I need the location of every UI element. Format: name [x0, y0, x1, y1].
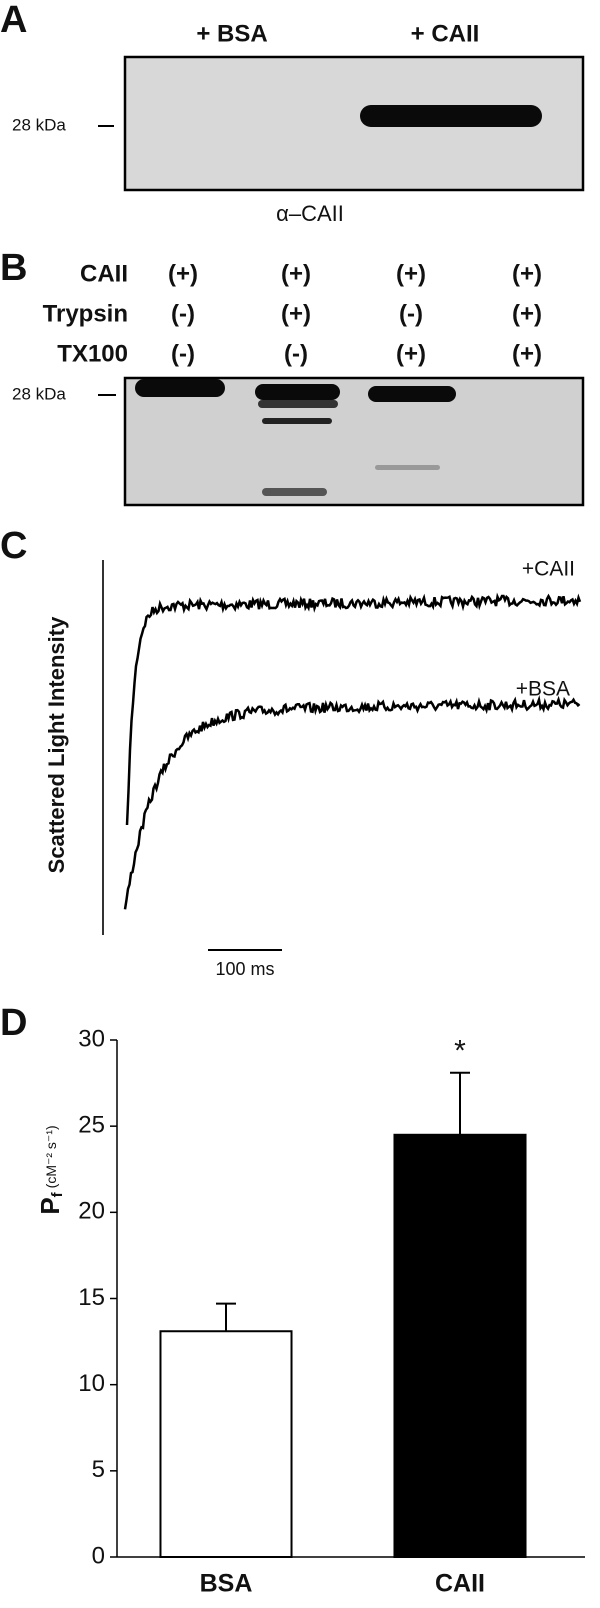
- trace-label: +BSA: [516, 678, 570, 701]
- condition-table: CAII (+) (+) (+) (+) Trypsin (-) (+) (-) (+) TX100…: [43, 260, 542, 367]
- y-label-sub: f: [49, 1191, 66, 1197]
- band: [255, 384, 340, 400]
- cell: (-): [399, 300, 423, 327]
- band: [262, 418, 332, 424]
- lane-label: + BSA: [196, 20, 267, 47]
- x-tick-label: BSA: [200, 1570, 253, 1598]
- cell: (-): [171, 340, 195, 367]
- band: [262, 488, 327, 496]
- cell: (+): [512, 300, 542, 327]
- y-tick-label: 10: [78, 1370, 105, 1397]
- cell: (+): [168, 260, 198, 287]
- y-tick-label: 15: [78, 1284, 105, 1311]
- panel-label: A: [0, 0, 27, 41]
- lane-label: + CAII: [411, 20, 480, 47]
- panel-label: D: [0, 1002, 27, 1044]
- trace-label: +CAII: [522, 558, 575, 581]
- panel-label: B: [0, 247, 27, 289]
- trace: [125, 592, 582, 826]
- bar-chart: Pf (cM⁻² s⁻¹) 0 5 10 15 20 25 30 BSA CAII *: [35, 1025, 585, 1598]
- y-label-unit: (cM⁻² s⁻¹): [43, 1125, 59, 1188]
- row-label: Trypsin: [43, 300, 128, 327]
- bar: [393, 1133, 527, 1558]
- band: [360, 105, 542, 127]
- y-axis-label: Scattered Light Intensity: [44, 616, 69, 873]
- y-tick-label: 30: [78, 1025, 105, 1052]
- y-label-main: P: [35, 1197, 65, 1214]
- band: [135, 379, 225, 397]
- cell: (+): [281, 300, 311, 327]
- y-tick-label: 0: [92, 1542, 105, 1569]
- marker-label: 28 kDa: [12, 384, 66, 403]
- y-axis-label: Pf (cM⁻² s⁻¹): [35, 1125, 66, 1214]
- panel-label: C: [0, 525, 27, 567]
- band: [258, 400, 338, 408]
- y-tick-label: 25: [78, 1112, 105, 1139]
- blot: [123, 376, 585, 507]
- x-tick-label: CAII: [435, 1570, 485, 1598]
- cell: (+): [512, 260, 542, 287]
- y-tick-label: 20: [78, 1198, 105, 1225]
- band: [375, 465, 440, 470]
- bar: [159, 1330, 293, 1558]
- band: [368, 386, 456, 402]
- cell: (-): [171, 300, 195, 327]
- cell: (+): [396, 260, 426, 287]
- marker-label: 28 kDa: [12, 115, 66, 134]
- cell: (-): [284, 340, 308, 367]
- row-label: CAII: [80, 260, 128, 287]
- antibody-label: α–CAII: [276, 201, 344, 226]
- scale-bar-label: 100 ms: [215, 959, 274, 979]
- cell: (+): [396, 340, 426, 367]
- significance-annotation: *: [454, 1035, 466, 1068]
- cell: (+): [512, 340, 542, 367]
- cell: (+): [281, 260, 311, 287]
- row-label: TX100: [57, 340, 128, 367]
- trace: [123, 694, 581, 910]
- y-tick-label: 5: [92, 1456, 105, 1483]
